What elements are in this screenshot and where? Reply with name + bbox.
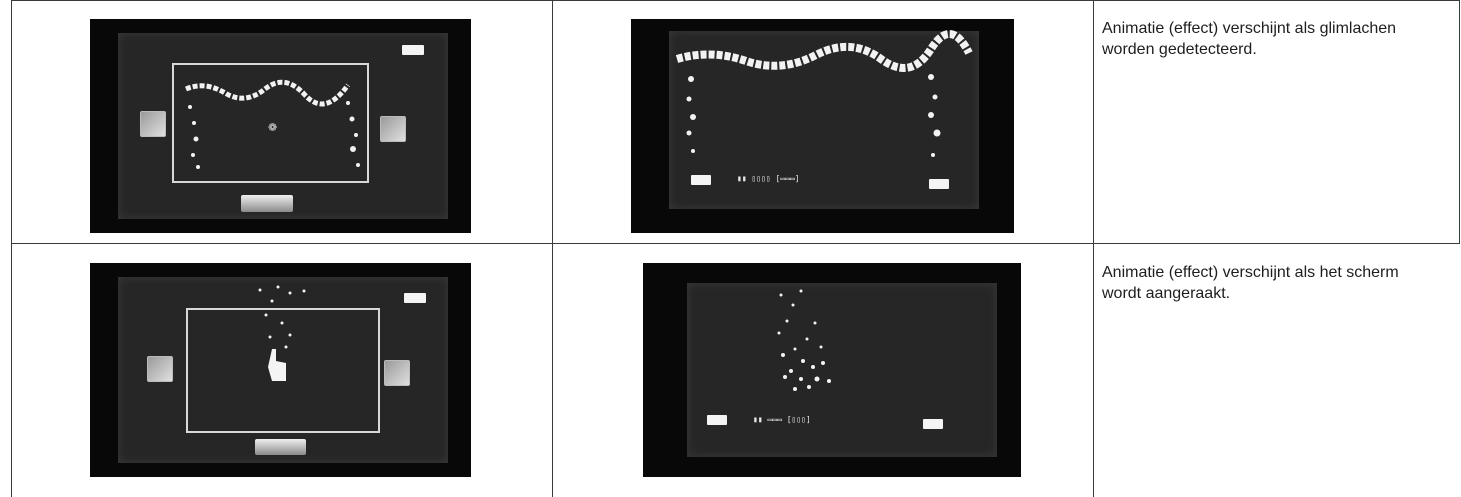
table-border-left [11,0,12,497]
smile-setup-image: ❁ [90,19,471,233]
row-2-description: Animatie (effect) verschijnt als het sch… [1102,264,1399,302]
recording-status-hud: ▮▮ ▭▭▭ [▯▯▯] [753,415,811,424]
table-border-top [11,0,1460,1]
smile-sparkle-overlay: ❁ [185,79,360,169]
touch-particles-overlay [777,289,831,391]
table-divider-2 [1093,0,1094,497]
touch-recording-image: ▮▮ ▭▭▭ [▯▯▯] [643,263,1021,477]
row-divider [11,243,1460,244]
svg-text:❁: ❁ [268,121,277,134]
smile-garland-overlay [675,30,973,157]
touch-setup-image [90,263,471,477]
touch-sparkle-overlay [258,285,306,381]
table-divider-1 [552,0,553,497]
table-border-right [1459,0,1460,244]
recording-status-hud: ▮▮ ▯▯▯▯ [▭▭▭] [737,174,800,183]
row-1-description: Animatie (effect) verschijnt als glimlac… [1102,20,1397,58]
effects-table: ❁ ▮▮ ▯▯▯▯ [▭▭▭] Animatie (effect) versch… [11,0,1460,497]
smile-recording-image: ▮▮ ▯▯▯▯ [▭▭▭] [631,19,1014,233]
